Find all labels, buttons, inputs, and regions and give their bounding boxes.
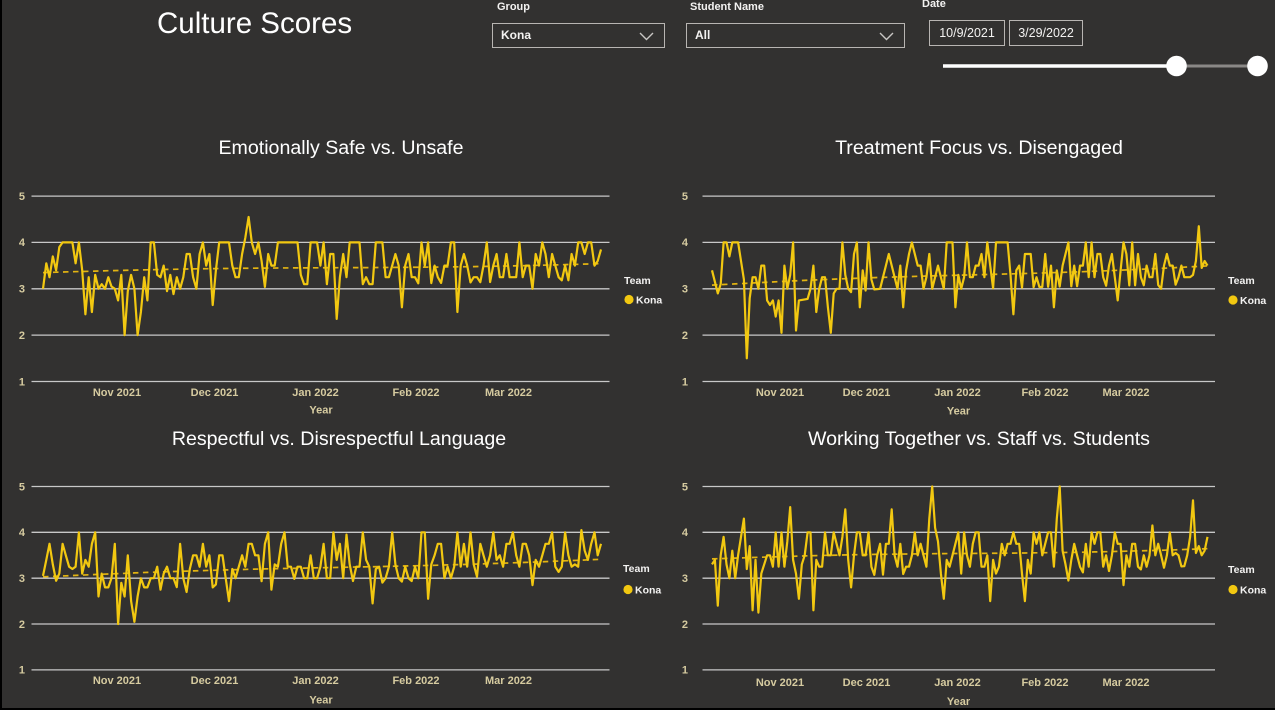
- svg-text:Treatment Focus vs. Disengaged: Treatment Focus vs. Disengaged: [835, 137, 1123, 159]
- svg-text:5: 5: [19, 191, 25, 203]
- svg-text:3: 3: [682, 573, 688, 585]
- svg-text:4: 4: [19, 527, 26, 539]
- svg-text:2: 2: [19, 330, 25, 342]
- svg-text:Emotionally Safe vs. Unsafe: Emotionally Safe vs. Unsafe: [218, 137, 463, 159]
- svg-text:Mar 2022: Mar 2022: [485, 675, 532, 687]
- svg-text:Feb 2022: Feb 2022: [392, 387, 439, 399]
- svg-text:5: 5: [19, 481, 25, 493]
- svg-text:Feb 2022: Feb 2022: [392, 675, 439, 687]
- svg-text:5: 5: [682, 481, 688, 493]
- svg-text:Nov 2021: Nov 2021: [756, 677, 804, 689]
- svg-text:Jan 2022: Jan 2022: [934, 677, 980, 689]
- svg-text:Team: Team: [623, 563, 650, 575]
- svg-text:Feb 2022: Feb 2022: [1021, 677, 1068, 689]
- svg-text:4: 4: [682, 237, 689, 249]
- svg-text:Kona: Kona: [1240, 295, 1266, 307]
- svg-text:Kona: Kona: [636, 294, 662, 306]
- svg-text:Nov 2021: Nov 2021: [93, 387, 141, 399]
- svg-text:1: 1: [682, 665, 688, 677]
- svg-text:5: 5: [682, 191, 688, 203]
- svg-text:3: 3: [682, 284, 688, 296]
- svg-text:4: 4: [19, 237, 26, 249]
- svg-text:Nov 2021: Nov 2021: [756, 387, 804, 399]
- svg-text:Mar 2022: Mar 2022: [1102, 677, 1149, 689]
- svg-text:Year: Year: [947, 696, 971, 708]
- svg-text:Year: Year: [309, 695, 333, 707]
- svg-text:Dec 2021: Dec 2021: [843, 387, 891, 399]
- svg-text:3: 3: [19, 573, 25, 585]
- svg-text:Nov 2021: Nov 2021: [93, 675, 141, 687]
- svg-text:2: 2: [19, 619, 25, 631]
- svg-text:Team: Team: [1228, 564, 1255, 576]
- svg-text:Team: Team: [624, 275, 651, 287]
- svg-text:Dec 2021: Dec 2021: [843, 677, 891, 689]
- svg-text:3: 3: [19, 284, 25, 296]
- svg-text:1: 1: [19, 665, 25, 677]
- svg-text:Respectful vs. Disrespectful L: Respectful vs. Disrespectful Language: [172, 428, 506, 450]
- svg-text:Jan 2022: Jan 2022: [292, 675, 338, 687]
- svg-text:Dec 2021: Dec 2021: [191, 387, 239, 399]
- svg-text:Team: Team: [1228, 275, 1255, 287]
- svg-text:Kona: Kona: [635, 584, 661, 596]
- svg-text:Mar 2022: Mar 2022: [1102, 387, 1149, 399]
- svg-text:1: 1: [682, 376, 688, 388]
- svg-text:2: 2: [682, 619, 688, 631]
- svg-text:4: 4: [682, 527, 689, 539]
- svg-text:Jan 2022: Jan 2022: [292, 387, 338, 399]
- svg-text:Jan 2022: Jan 2022: [934, 387, 980, 399]
- svg-text:1: 1: [19, 376, 25, 388]
- svg-text:Year: Year: [947, 406, 971, 418]
- svg-text:Year: Year: [309, 405, 333, 417]
- svg-text:Kona: Kona: [1240, 584, 1266, 596]
- svg-text:Dec 2021: Dec 2021: [191, 675, 239, 687]
- svg-text:Working Together vs. Staff vs.: Working Together vs. Staff vs. Students: [808, 428, 1150, 450]
- svg-text:Feb 2022: Feb 2022: [1021, 387, 1068, 399]
- svg-text:Mar 2022: Mar 2022: [485, 387, 532, 399]
- svg-text:2: 2: [682, 330, 688, 342]
